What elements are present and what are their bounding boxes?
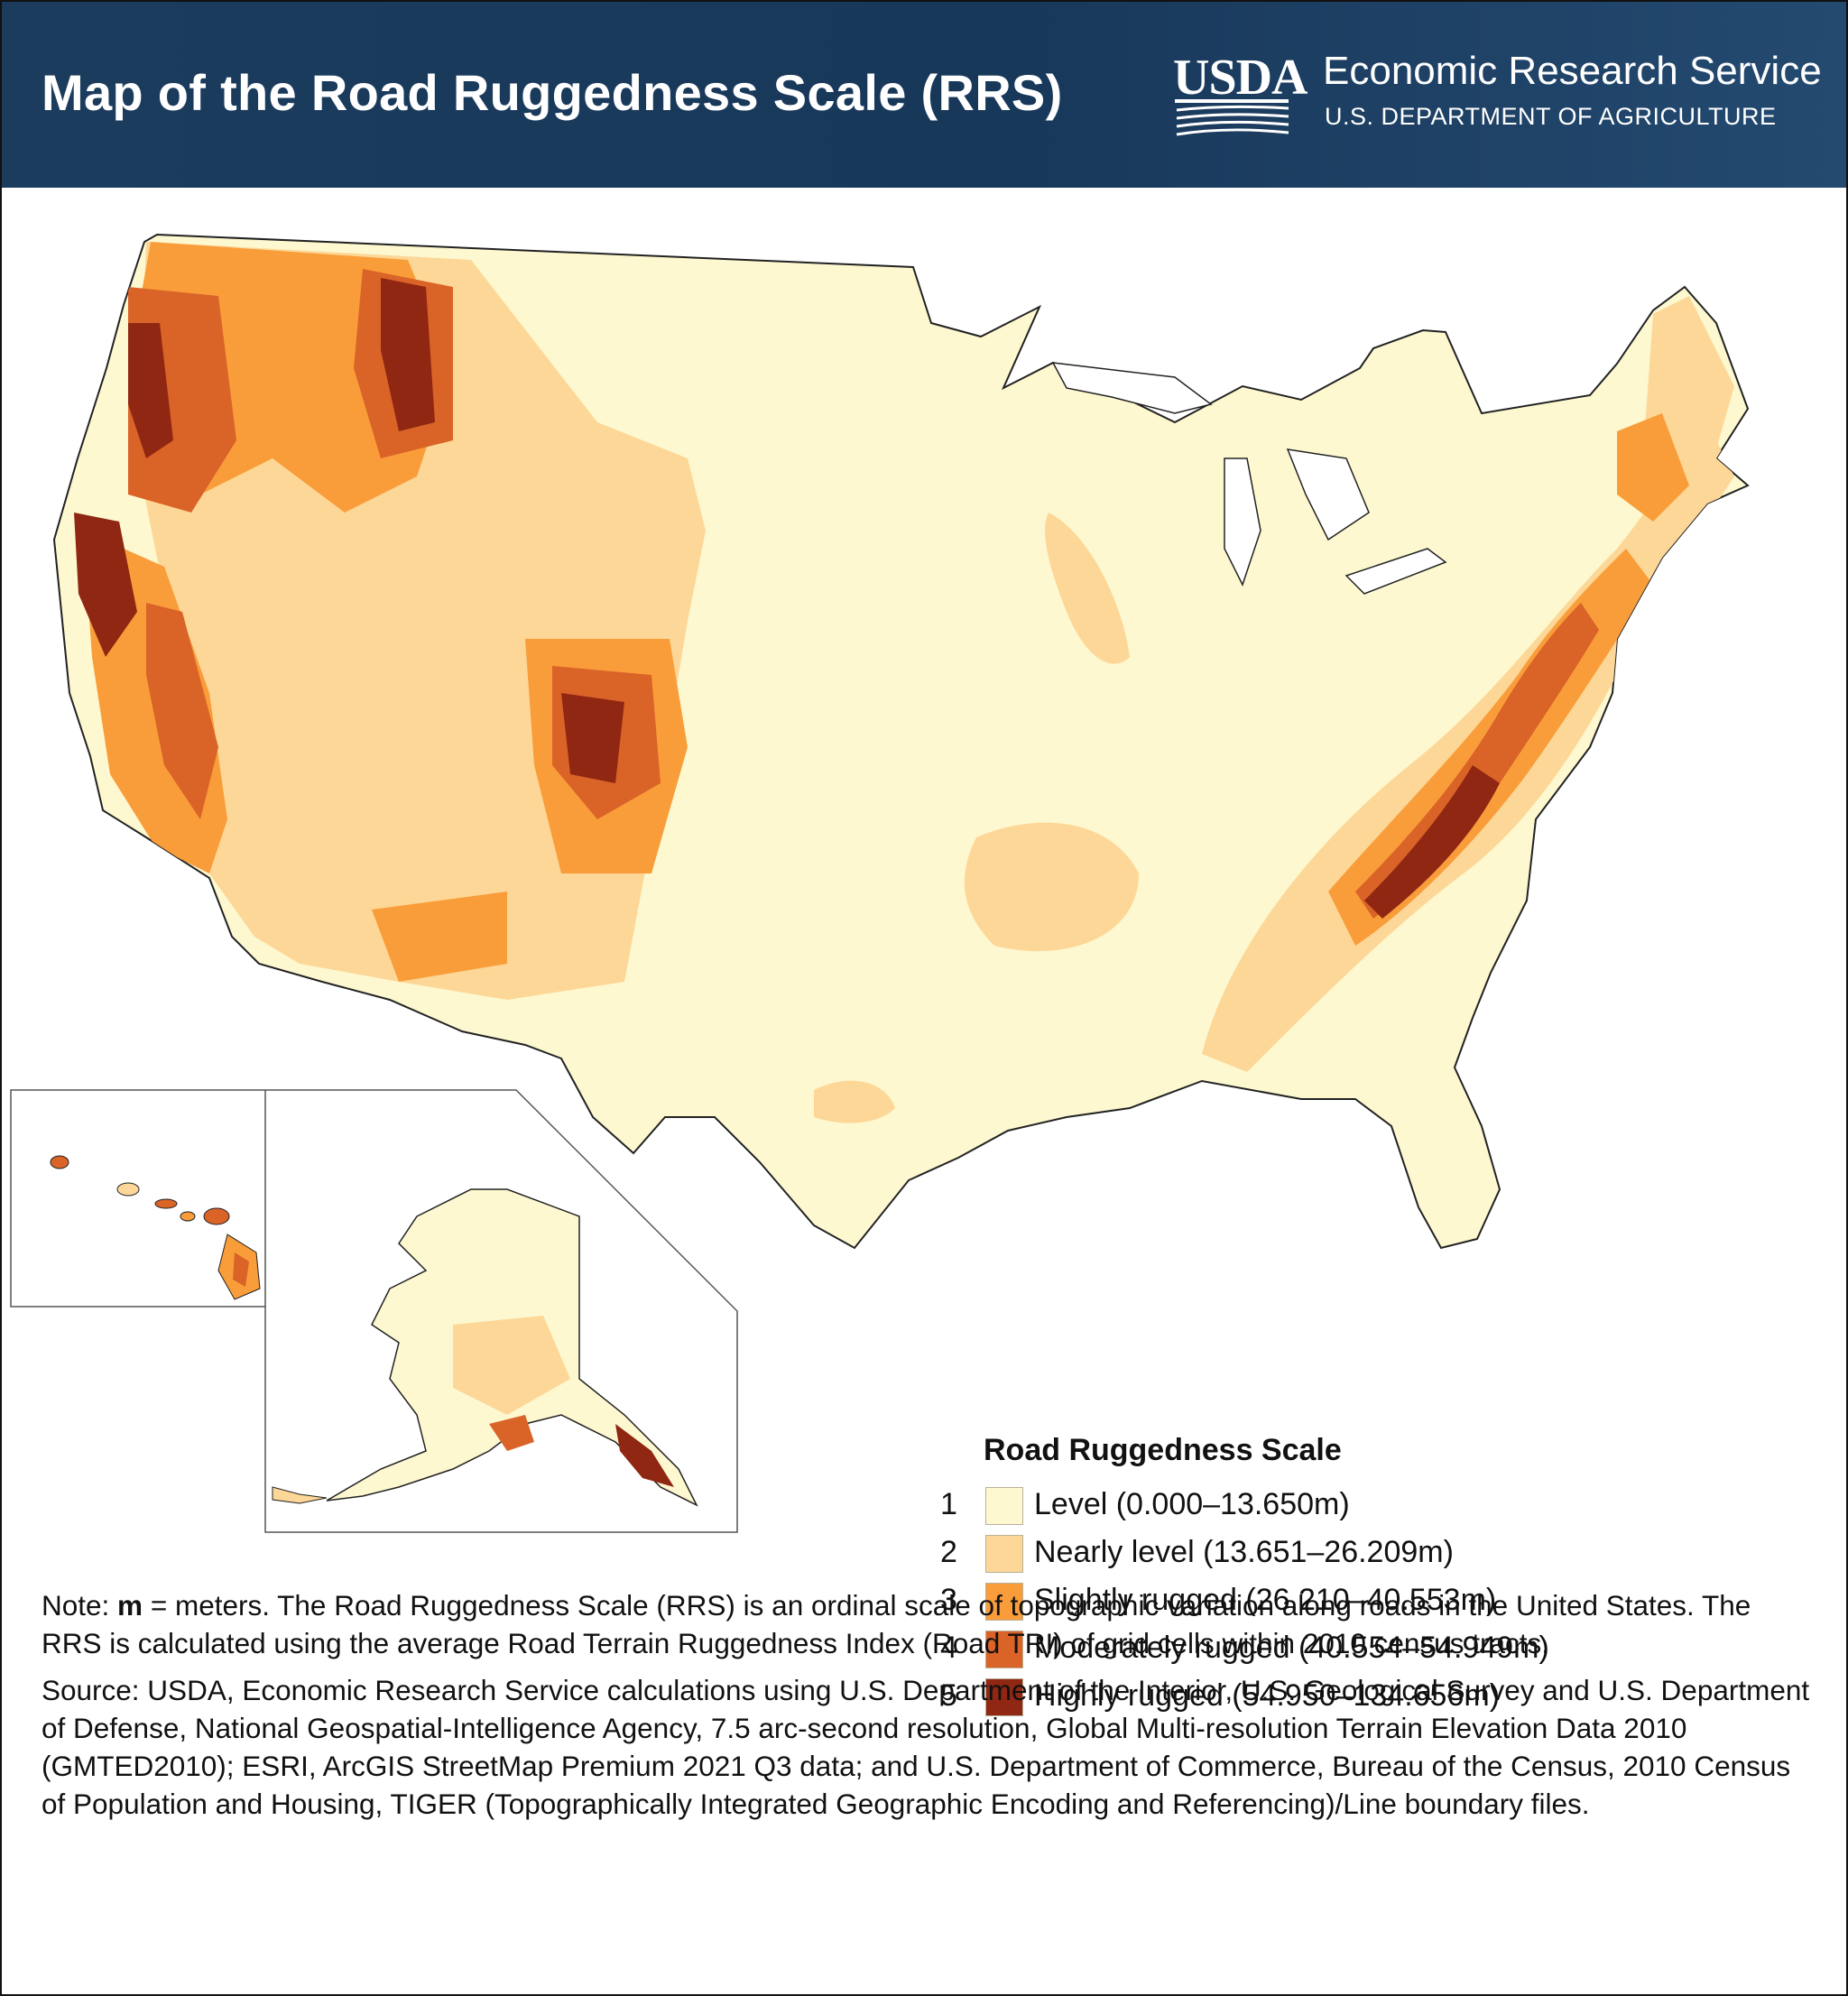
legend-swatch <box>985 1678 1023 1716</box>
rrs-map <box>10 233 1750 1533</box>
hawaii-inset-box <box>10 1089 266 1308</box>
legend-label: Nearly level (13.651–26.209m) <box>1034 1535 1454 1569</box>
sierra-moderately-rugged-zone <box>146 603 218 819</box>
usda-logo: USDA <box>1173 49 1307 139</box>
new-england-slightly-rugged-zone <box>1617 413 1689 522</box>
legend-number: 3 <box>940 1583 957 1617</box>
san-juan-highly-rugged-zone <box>561 693 624 783</box>
appalachian-moderately-rugged-zone <box>1355 603 1599 919</box>
central-texas-nearly-level-zone <box>814 1080 895 1123</box>
page-title: Map of the Road Ruggedness Scale (RRS) <box>42 64 1063 121</box>
lake-michigan <box>1224 457 1261 587</box>
driftless-nearly-level-zone <box>1045 513 1130 664</box>
legend-swatch <box>985 1535 1023 1573</box>
ozark-nearly-level-zone <box>964 822 1139 952</box>
legend-label: Moderately rugged (40.554–54.949m) <box>1034 1631 1549 1665</box>
northern-rockies-highly-rugged-zone <box>381 278 435 431</box>
legend-swatch <box>985 1583 1023 1621</box>
legend-number: 4 <box>940 1631 957 1665</box>
footnotes: Note: m = meters. The Road Ruggedness Sc… <box>42 1586 1810 1823</box>
source-text: Source: USDA, Economic Research Service … <box>42 1674 1810 1820</box>
legend-number: 1 <box>940 1487 957 1521</box>
legend-swatch <box>985 1487 1023 1525</box>
usda-logo-mark <box>1175 99 1289 136</box>
legend-number: 2 <box>940 1535 957 1569</box>
usda-logo-text: USDA <box>1173 50 1307 106</box>
note-body: = meters. The Road Ruggedness Scale (RRS… <box>42 1589 1751 1659</box>
header-banner: Map of the Road Ruggedness Scale (RRS) U… <box>2 2 1846 188</box>
ruggedness-zones <box>74 242 1734 1123</box>
note-prefix: Note: <box>42 1589 118 1622</box>
legend-label: Level (0.000–13.650m) <box>1034 1487 1350 1521</box>
agency-name: Economic Research Service <box>1323 49 1822 93</box>
coast-range-highly-rugged-zone <box>74 513 137 657</box>
lake-erie <box>1344 548 1447 595</box>
legend-label: Highly rugged (54.950–134.656m) <box>1034 1678 1501 1713</box>
legend-number: 5 <box>940 1678 957 1713</box>
olympic-highly-rugged-zone <box>128 323 173 458</box>
alaska-inset-box <box>264 1089 738 1533</box>
blue-ridge-highly-rugged-zone <box>1364 765 1500 919</box>
lake-huron <box>1286 448 1370 541</box>
hawaii-map <box>50 1155 261 1300</box>
note-bold-unit: m <box>117 1589 143 1622</box>
legend-swatch <box>985 1631 1023 1668</box>
legend-label: Slightly rugged (26.210–40.553m) <box>1034 1583 1497 1617</box>
department-name: U.S. DEPARTMENT OF AGRICULTURE <box>1325 103 1777 130</box>
arizona-slightly-rugged-zone <box>372 892 507 982</box>
alaska-map <box>272 1188 698 1507</box>
legend-title: Road Ruggedness Scale <box>984 1433 1342 1467</box>
lake-superior <box>1051 362 1213 414</box>
map-area: Road Ruggedness Scale 1 Level (0.000–13.… <box>2 188 1846 1716</box>
note-text: Note: m = meters. The Road Ruggedness Sc… <box>42 1586 1810 1662</box>
